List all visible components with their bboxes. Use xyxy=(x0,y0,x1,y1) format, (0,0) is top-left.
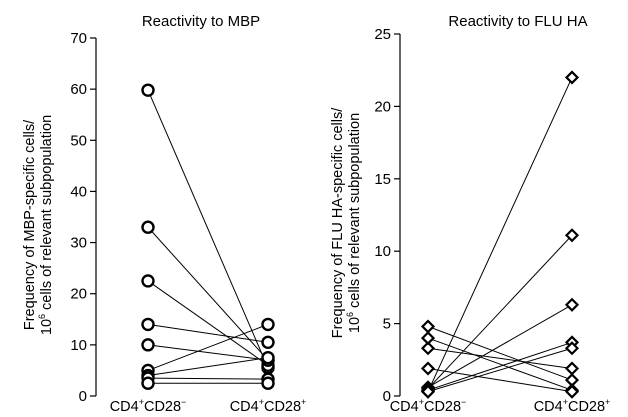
pair-line xyxy=(427,77,573,392)
category-superscript: + xyxy=(419,397,424,407)
category-mid: CD28 xyxy=(264,399,301,415)
y-label-base: 10 xyxy=(39,319,55,335)
pair-line xyxy=(427,337,573,391)
category-superscript: + xyxy=(259,397,264,407)
y-label-superscript: 6 xyxy=(345,312,355,317)
y-tick-label: 20 xyxy=(374,98,391,115)
pair-line xyxy=(147,89,269,369)
category-mid: CD28 xyxy=(424,399,461,415)
data-point-circle xyxy=(141,83,155,97)
category-mid: CD28 xyxy=(144,399,181,415)
category-superscript: + xyxy=(605,397,610,407)
y-label-superscript: 6 xyxy=(37,314,47,319)
y-tick-label: 0 xyxy=(383,388,391,405)
pair-line xyxy=(427,304,573,388)
pair-line xyxy=(427,347,573,369)
pair-line xyxy=(147,323,269,371)
y-tick-label: 10 xyxy=(70,337,87,354)
data-point-diamond xyxy=(420,331,436,346)
data-point-diamond xyxy=(564,384,580,399)
data-point-circle xyxy=(261,350,275,365)
category-superscript: − xyxy=(461,397,466,407)
y-tick-label: 0 xyxy=(79,388,87,405)
category-mid: CD28 xyxy=(568,399,605,415)
x-category-label: CD4+CD28+ xyxy=(534,397,611,415)
y-axis-label-line2: 106 cells of relevant subpopulation xyxy=(345,113,363,333)
x-category-label: CD4+CD28− xyxy=(110,397,187,415)
y-tick-label: 40 xyxy=(70,183,87,200)
pair-line xyxy=(147,323,269,343)
pair-line xyxy=(147,377,269,380)
mbp-panel: Reactivity to MBP 0 10 20 30 40 50 60 70 Frequenc… xyxy=(22,13,306,415)
data-point-diamond xyxy=(420,319,436,334)
data-point-diamond xyxy=(420,361,436,376)
pair-line xyxy=(427,347,573,393)
data-point-diamond xyxy=(564,361,580,376)
chart-title: Reactivity to MBP xyxy=(142,13,260,30)
data-point-circle xyxy=(261,335,275,349)
y-label-base: 10 xyxy=(347,317,363,333)
pair-line xyxy=(427,234,573,390)
y-label-rest: cells of relevant subpopulation xyxy=(347,113,363,312)
category-base: CD4 xyxy=(390,399,419,415)
data-point-circle xyxy=(141,317,155,332)
flu-ha-panel: Reactivity to FLU HA 0 5 10 15 20 25 Frequency … xyxy=(330,13,610,415)
y-tick-label: 60 xyxy=(70,81,87,98)
category-superscript: + xyxy=(301,397,306,407)
data-point-circle xyxy=(141,376,155,390)
pair-line xyxy=(147,226,269,361)
y-tick-label: 30 xyxy=(70,235,87,252)
data-point-circle xyxy=(141,274,155,288)
data-point-circle xyxy=(261,317,275,332)
data-point-diamond xyxy=(420,341,436,356)
data-point-diamond xyxy=(564,297,580,312)
pair-line xyxy=(427,326,573,381)
data-point-circle xyxy=(141,338,155,352)
category-base: CD4 xyxy=(230,399,259,415)
category-base: CD4 xyxy=(110,399,139,415)
chart-title: Reactivity to FLU HA xyxy=(448,13,587,30)
data-point-diamond xyxy=(564,341,580,356)
x-category-label: CD4+CD28+ xyxy=(230,397,307,415)
data-point-diamond xyxy=(564,70,580,85)
y-tick-label: 50 xyxy=(70,132,87,149)
x-category-label: CD4+CD28− xyxy=(390,397,467,415)
data-point-diamond xyxy=(420,384,436,399)
pair-line xyxy=(147,280,269,366)
y-tick-label: 25 xyxy=(374,26,391,43)
category-superscript: − xyxy=(181,397,186,407)
data-point-diamond xyxy=(564,228,580,243)
y-axis-label-line1: Frequency of MBP-specific cells/ xyxy=(22,119,38,330)
pair-line xyxy=(427,367,573,393)
y-axis-label-line1: Frequency of FLU HA-specific cells/ xyxy=(330,107,346,338)
y-axis-label-line2: 106 cells of relevant subpopulation xyxy=(37,115,55,335)
category-superscript: + xyxy=(139,397,144,407)
y-label-rest: cells of relevant subpopulation xyxy=(39,115,55,314)
pair-line xyxy=(427,341,573,391)
y-tick-label: 15 xyxy=(374,171,391,188)
y-tick-label: 5 xyxy=(383,316,391,333)
category-superscript: + xyxy=(563,397,568,407)
category-base: CD4 xyxy=(534,399,563,415)
y-tick-label: 20 xyxy=(70,286,87,303)
pair-line xyxy=(147,357,269,377)
pair-line xyxy=(147,344,269,361)
y-tick-label: 70 xyxy=(70,30,87,47)
data-point-circle xyxy=(261,376,275,390)
y-tick-label: 10 xyxy=(374,243,391,260)
data-point-circle xyxy=(141,220,155,234)
